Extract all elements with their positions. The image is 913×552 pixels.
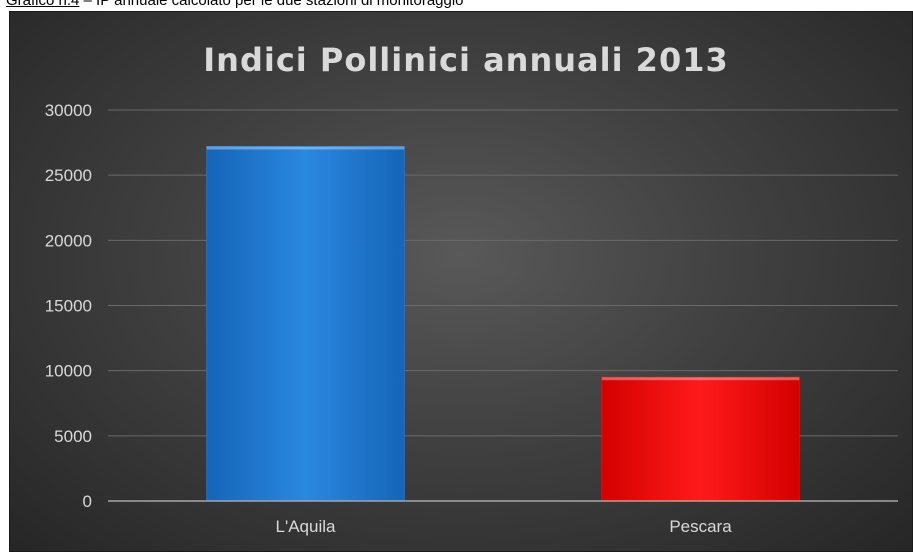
y-axis: 0 5000 10000 15000 20000 25000 30000 [45,101,92,511]
bar-highlight [206,146,405,150]
y-tick-label: 30000 [45,101,92,120]
caption-label: Grafico n.4 [6,0,80,9]
bars [206,145,800,502]
chart-title: Indici Pollinici annuali 2013 [203,41,728,79]
y-tick-label: 10000 [45,362,92,381]
y-tick-label: 25000 [45,166,92,185]
y-tick-label: 5000 [54,427,92,446]
y-tick-label: 15000 [45,297,92,316]
y-tick-label: 0 [83,492,92,511]
y-tick-label: 20000 [45,231,92,250]
caption-text: – IP annuale calcolato per le due stazio… [79,0,464,9]
bar-pescara [601,376,800,502]
x-tick-label: Pescara [669,517,732,536]
x-tick-label: L'Aquila [276,517,337,536]
bar-highlight [601,377,800,381]
figure-caption: Grafico n.4 – IP annuale calcolato per l… [6,0,906,9]
bar-l-aquila [206,145,405,502]
x-axis: L'Aquila Pescara [108,500,898,536]
